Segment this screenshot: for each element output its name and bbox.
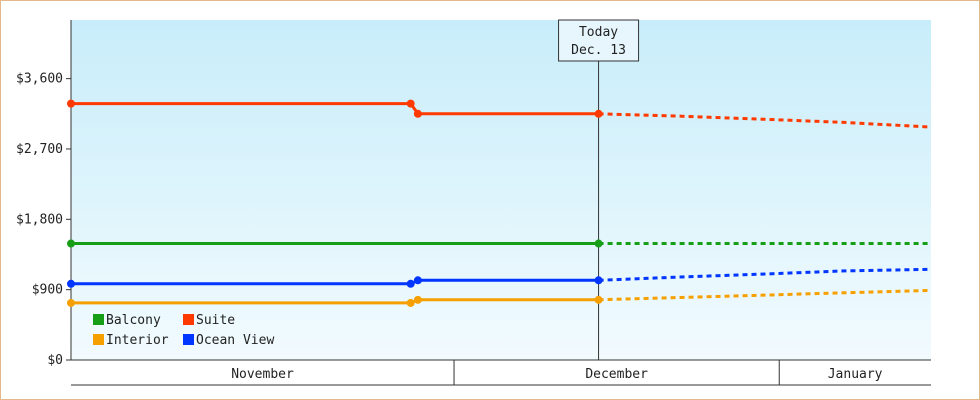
month-label: January xyxy=(828,367,883,382)
legend-swatch-suite xyxy=(183,314,194,325)
suite-data-point xyxy=(594,109,603,118)
legend-label-suite: Suite xyxy=(196,313,235,328)
balcony-data-point xyxy=(594,239,603,248)
today-box xyxy=(558,19,640,62)
y-tick-label: $0 xyxy=(47,353,63,368)
interior-data-point xyxy=(67,298,75,307)
ocean-view-series-line xyxy=(71,278,599,286)
interior-data-point xyxy=(594,295,603,304)
suite-data-point xyxy=(406,99,415,108)
legend-label-ocean-view: Ocean View xyxy=(196,333,274,348)
y-tick-label: $3,600 xyxy=(16,72,63,87)
ocean-view-data-point xyxy=(406,279,415,288)
ocean-view-forecast-line xyxy=(598,267,932,282)
interior-data-point xyxy=(413,295,422,304)
interior-data-point xyxy=(406,298,415,307)
today-marker: Today Dec. 13 xyxy=(558,19,640,360)
x-axis: November December January xyxy=(71,359,931,386)
legend-label-interior: Interior xyxy=(106,333,169,348)
month-label: December xyxy=(585,367,648,382)
y-tick-label: $2,700 xyxy=(16,142,63,157)
ocean-view-data-point xyxy=(413,276,422,285)
legend-swatch-balcony xyxy=(93,314,104,325)
today-date: Dec. 13 xyxy=(571,43,626,58)
suite-data-point xyxy=(413,109,422,118)
suite-data-point xyxy=(67,99,75,108)
legend-label-balcony: Balcony xyxy=(106,313,161,328)
ocean-view-data-point xyxy=(67,279,75,288)
today-label: Today xyxy=(579,25,618,40)
suite-series-line xyxy=(71,102,599,116)
legend: Balcony Suite Interior Ocean View xyxy=(93,313,274,348)
legend-swatch-interior xyxy=(93,334,104,345)
y-tick-label: $900 xyxy=(32,283,63,298)
month-label: November xyxy=(231,367,294,382)
y-axis: $0 $900 $1,800 $2,700 $3,600 xyxy=(16,20,72,368)
plot-area xyxy=(71,20,931,360)
legend-swatch-ocean-view xyxy=(183,334,194,345)
suite-forecast-line xyxy=(598,112,932,129)
series-lines xyxy=(67,99,932,307)
interior-forecast-line xyxy=(598,288,932,302)
ocean-view-data-point xyxy=(594,276,603,285)
balcony-data-point xyxy=(67,239,75,248)
y-tick-label: $1,800 xyxy=(16,212,63,227)
